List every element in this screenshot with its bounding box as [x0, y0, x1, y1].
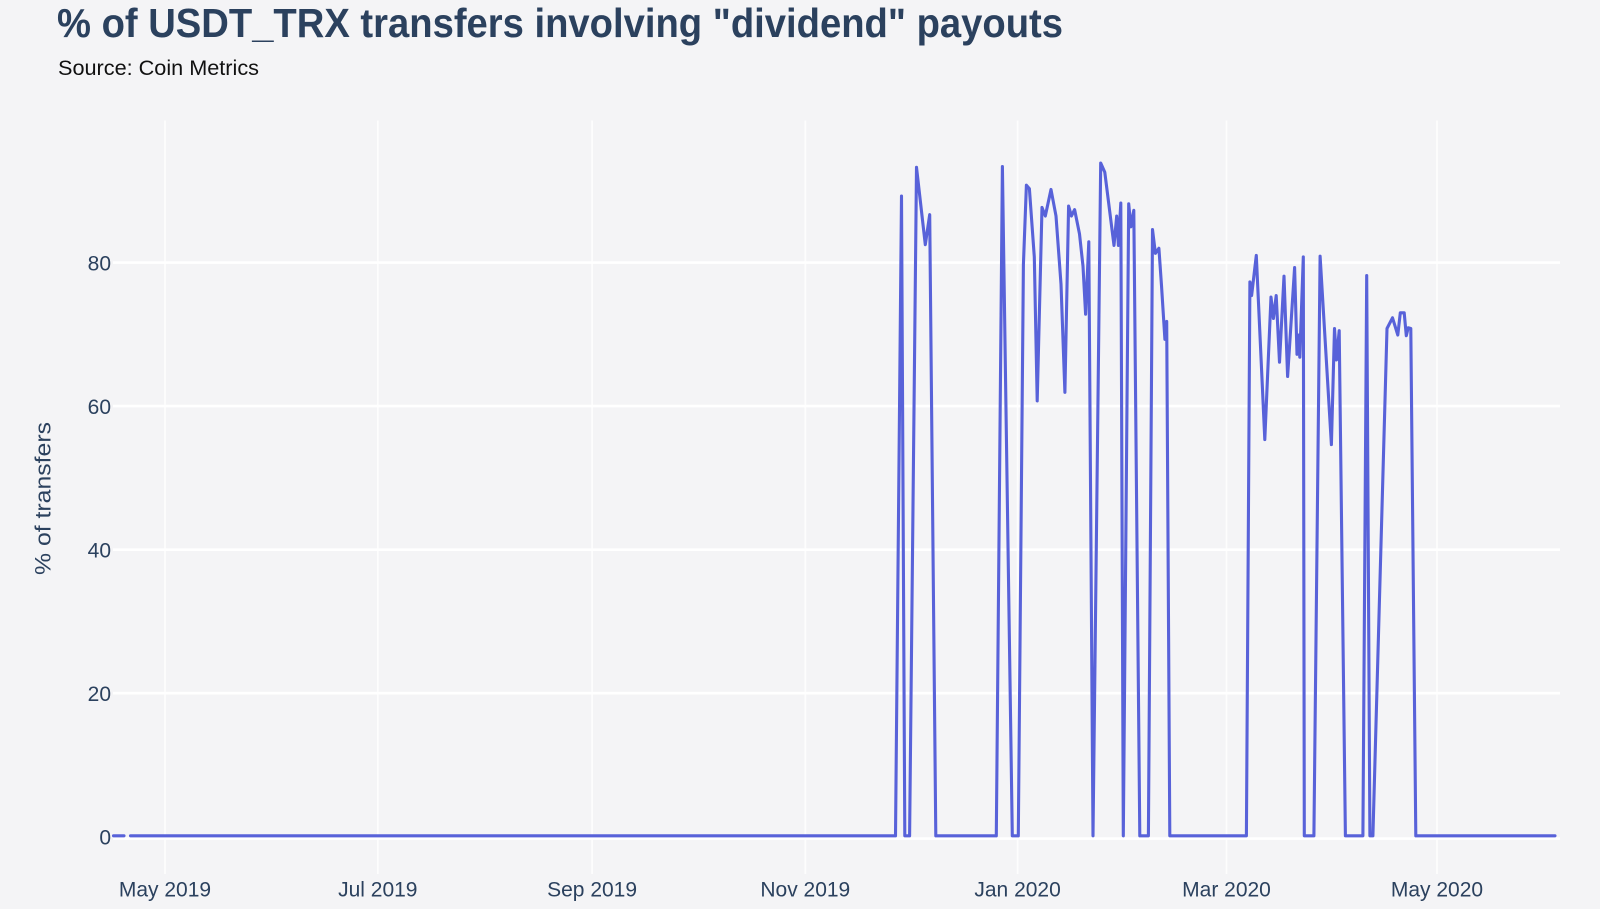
svg-text:40: 40: [88, 539, 111, 562]
svg-text:Mar 2020: Mar 2020: [1182, 879, 1271, 902]
svg-text:20: 20: [88, 683, 111, 706]
svg-text:80: 80: [88, 252, 111, 275]
svg-text:0: 0: [99, 826, 111, 849]
svg-text:Jan 2020: Jan 2020: [974, 879, 1060, 902]
svg-text:% of USDT_TRX transfers involv: % of USDT_TRX transfers involving "divid…: [57, 0, 1063, 46]
svg-text:Jul 2019: Jul 2019: [338, 879, 417, 902]
svg-text:May 2019: May 2019: [119, 879, 211, 902]
svg-text:60: 60: [88, 396, 111, 419]
svg-text:Source: Coin Metrics: Source: Coin Metrics: [58, 57, 259, 80]
svg-text:Nov 2019: Nov 2019: [760, 879, 850, 902]
svg-text:Sep 2019: Sep 2019: [547, 879, 637, 902]
svg-text:May 2020: May 2020: [1391, 879, 1483, 902]
svg-text:% of transfers: % of transfers: [31, 422, 56, 575]
